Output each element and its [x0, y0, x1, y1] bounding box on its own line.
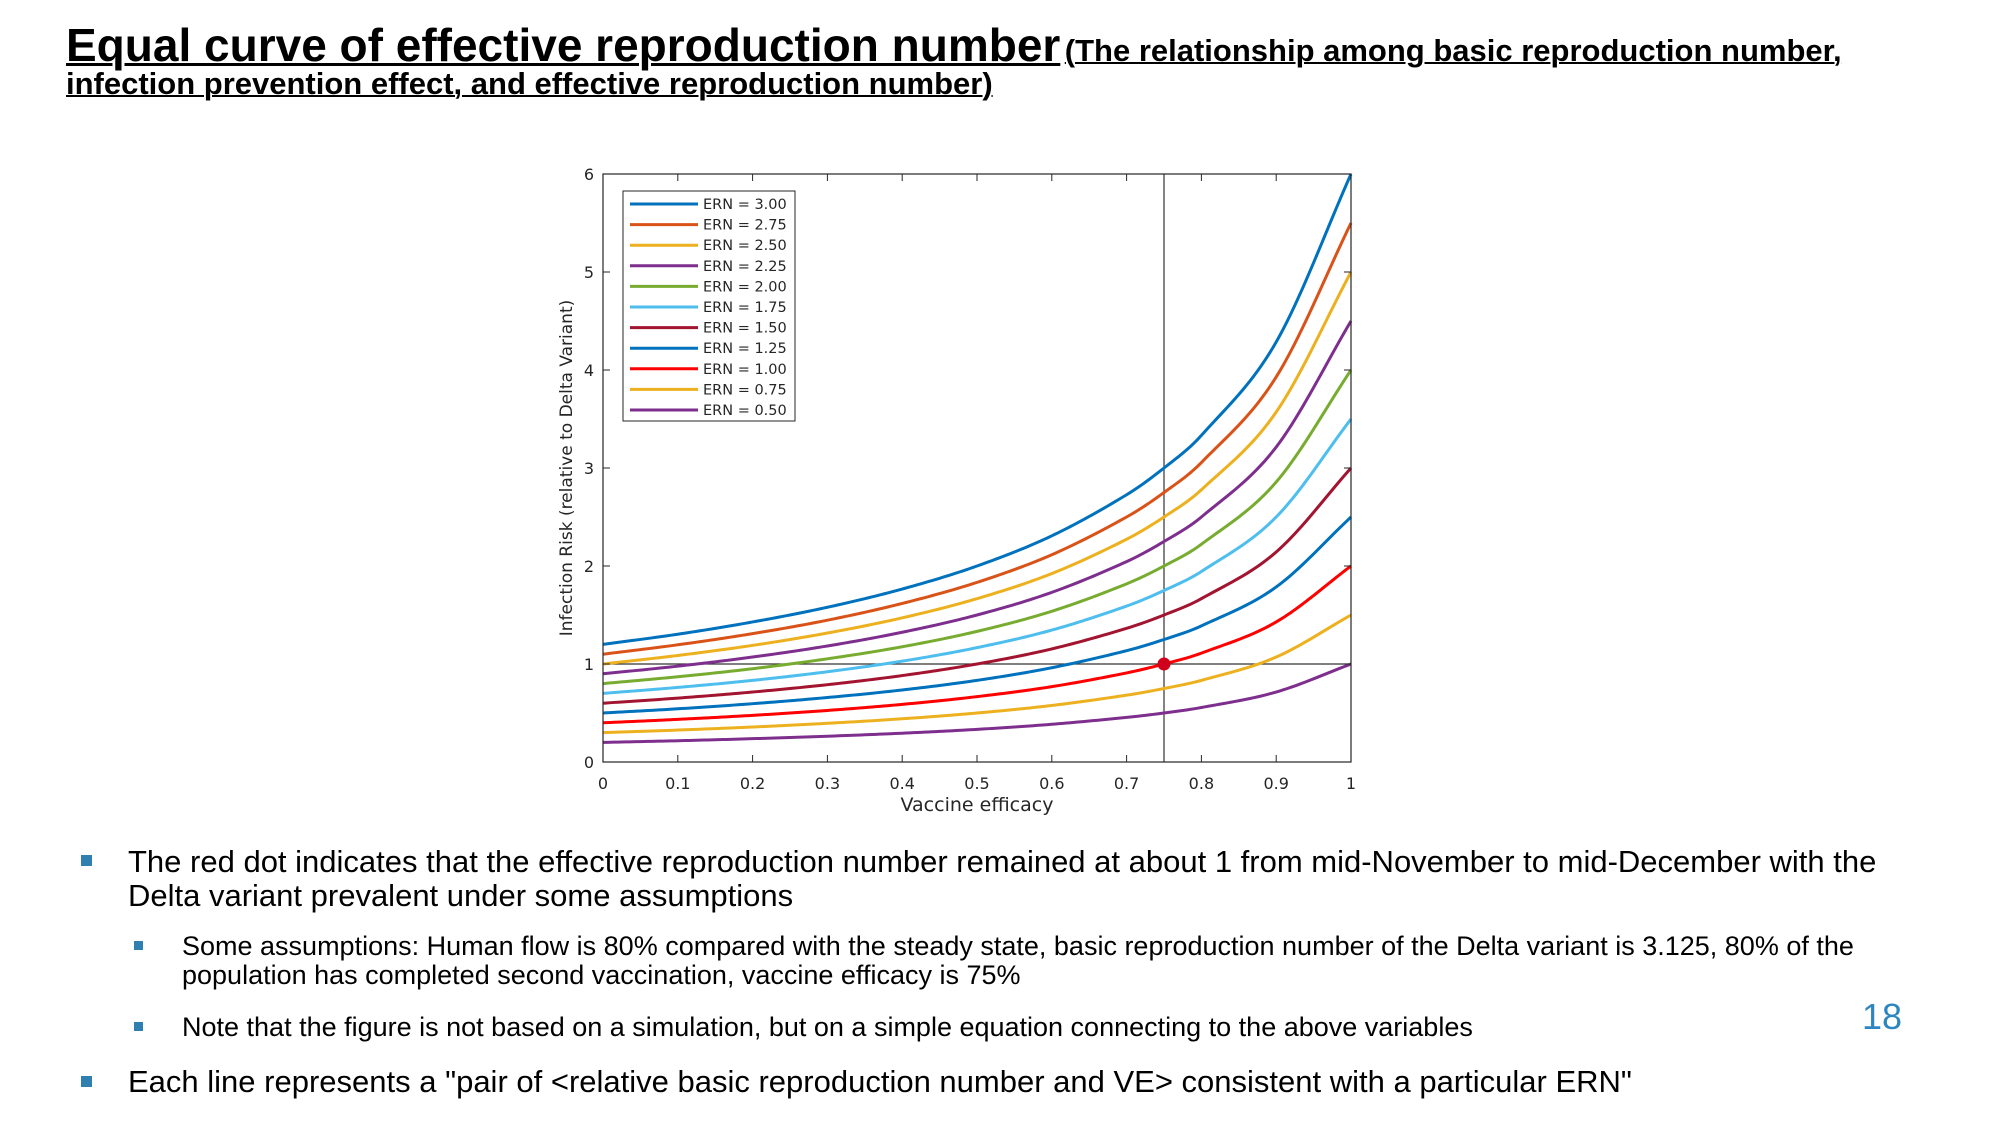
- x-tick-label: 0.7: [1114, 774, 1139, 793]
- bullet-text: Each line represents a "pair of <relativ…: [128, 1064, 1632, 1099]
- series-line-3: [602, 320, 1353, 676]
- series-line-2: [602, 271, 1353, 666]
- legend-label: ERN = 1.50: [703, 321, 787, 337]
- x-tick-label: 0.5: [964, 774, 989, 793]
- y-tick-label: 3: [584, 459, 594, 478]
- highlight-point: [1157, 657, 1171, 671]
- bullet-text: The red dot indicates that the effective…: [128, 844, 1877, 913]
- legend-label: ERN = 1.25: [703, 341, 787, 357]
- legend-label: ERN = 1.00: [703, 362, 787, 378]
- series-line-6: [602, 467, 1353, 705]
- y-tick-label: 2: [584, 557, 594, 576]
- slide-title: Equal curve of effective reproduction nu…: [66, 22, 1896, 99]
- series-line-9: [602, 613, 1352, 735]
- series-line-5: [602, 418, 1353, 695]
- series-line-8: [602, 564, 1352, 725]
- x-tick-label: 0.3: [815, 774, 840, 793]
- series-line-1: [602, 222, 1353, 656]
- series-line-0: [602, 173, 1353, 646]
- title-main: Equal curve of effective reproduction nu…: [66, 19, 1061, 71]
- chart: 0 0.1 0.2 0.3 0.4 0.5 0.6 0.7 0.8 0.9 1 0 1 2 3 4 5 6 Vac…: [557, 165, 1356, 816]
- bullet-marker: [134, 941, 143, 950]
- legend: ERN = 3.00 ERN = 2.75 ERN = 2.50 ERN = 2.25…: [622, 190, 796, 422]
- x-tick-label: 1: [1346, 774, 1356, 793]
- y-tick-label: 1: [584, 655, 594, 674]
- legend-label: ERN = 2.50: [703, 238, 787, 254]
- x-tick-label: 0.9: [1263, 774, 1288, 793]
- bullet-marker: [81, 1076, 92, 1087]
- y-tick-label: 5: [584, 263, 594, 282]
- series-line-7: [602, 515, 1353, 715]
- x-tick-label: 0.4: [889, 774, 914, 793]
- y-axis-label: Infection Risk (relative to Delta Varian…: [557, 300, 577, 637]
- legend-items: ERN = 3.00 ERN = 2.75 ERN = 2.50 ERN = 2.25…: [630, 197, 787, 419]
- y-tick-label: 4: [584, 361, 594, 380]
- x-tick-label: 0.2: [740, 774, 765, 793]
- legend-label: ERN = 2.25: [703, 259, 787, 275]
- sub-bullet-text: Note that the figure is not based on a s…: [182, 1012, 1473, 1042]
- x-tick-label: 0: [598, 774, 608, 793]
- series-lines: [602, 173, 1353, 744]
- series-line-4: [602, 369, 1353, 686]
- legend-label: ERN = 2.75: [703, 218, 787, 234]
- legend-label: ERN = 0.50: [703, 403, 787, 419]
- x-axis-label: Vaccine efficacy: [901, 794, 1054, 816]
- legend-label: ERN = 2.00: [703, 279, 787, 295]
- sub-bullet-text: Some assumptions: Human flow is 80% comp…: [182, 931, 1854, 990]
- page-number: 18: [1862, 996, 1903, 1037]
- y-tick-label: 6: [584, 165, 594, 184]
- series-line-10: [602, 662, 1352, 744]
- axis-ticks: 0 0.1 0.2 0.3 0.4 0.5 0.6 0.7 0.8 0.9 1 0 1 2 3 4 5 6: [584, 165, 1356, 793]
- x-tick-label: 0.1: [665, 774, 690, 793]
- legend-label: ERN = 3.00: [703, 197, 787, 213]
- bullet-marker: [134, 1022, 143, 1031]
- y-tick-label: 0: [584, 753, 594, 772]
- bullet-marker: [81, 855, 92, 866]
- highlight-group: [1157, 657, 1171, 671]
- title-subtitle: (The relationship among basic reproducti…: [66, 33, 1842, 101]
- x-tick-label: 0.6: [1039, 774, 1064, 793]
- x-tick-label: 0.8: [1189, 774, 1214, 793]
- legend-label: ERN = 0.75: [703, 382, 787, 398]
- legend-label: ERN = 1.75: [703, 300, 787, 316]
